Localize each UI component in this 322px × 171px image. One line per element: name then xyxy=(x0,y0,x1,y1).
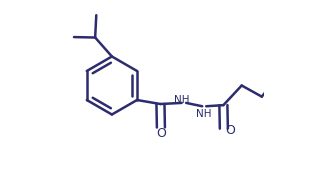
Text: NH: NH xyxy=(195,109,211,119)
Text: O: O xyxy=(225,124,235,137)
Text: NH: NH xyxy=(174,95,189,105)
Text: O: O xyxy=(156,127,166,140)
